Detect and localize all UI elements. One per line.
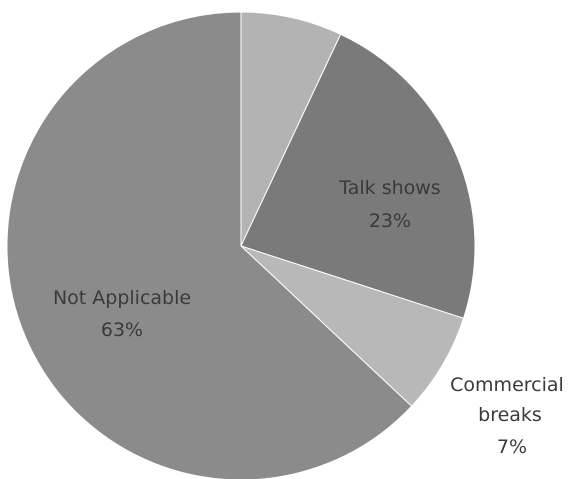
pie-slice-not-applicable: [6, 11, 413, 479]
slice-label-commercial-breaks: Commercial breaks: [450, 374, 570, 426]
slice-label-talk-shows: Talk shows: [338, 177, 440, 199]
slice-percent-not-applicable: 63%: [101, 319, 143, 341]
pie-slice-talk-shows: [240, 33, 476, 319]
slice-percent-commercial-breaks: 7%: [497, 436, 527, 458]
slice-label-commercial-breaks-line1: Commercial: [450, 374, 564, 396]
slice-label-commercial-breaks-line2: breaks: [478, 404, 542, 426]
slice-label-not-applicable: Not Applicable: [53, 287, 191, 309]
slice-percent-talk-shows: 23%: [369, 210, 411, 232]
pie-slice-commercial-breaks: [240, 245, 465, 407]
pie-slices: [6, 11, 476, 479]
pie-slice-unlabeled-0: [240, 11, 342, 247]
